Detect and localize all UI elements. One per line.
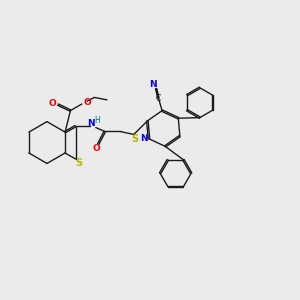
Text: N: N: [88, 118, 95, 127]
Text: O: O: [49, 99, 56, 108]
Text: S: S: [76, 158, 83, 167]
Text: N: N: [149, 80, 156, 89]
Text: S: S: [132, 134, 139, 144]
Text: O: O: [83, 98, 91, 107]
Text: H: H: [94, 116, 100, 124]
Text: C: C: [156, 94, 161, 103]
Text: N: N: [140, 134, 148, 143]
Text: O: O: [93, 144, 100, 153]
